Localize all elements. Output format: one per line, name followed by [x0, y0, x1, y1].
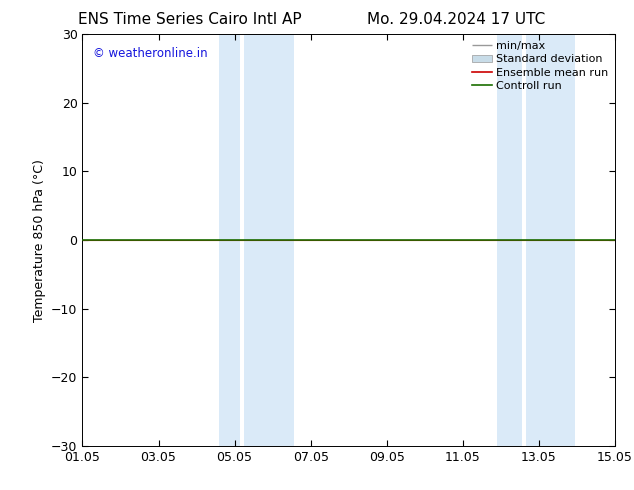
Bar: [244, 34, 294, 446]
Text: Mo. 29.04.2024 17 UTC: Mo. 29.04.2024 17 UTC: [367, 12, 546, 27]
Y-axis label: Temperature 850 hPa (°C): Temperature 850 hPa (°C): [32, 159, 46, 321]
Text: © weatheronline.in: © weatheronline.in: [93, 47, 208, 60]
Bar: [497, 34, 522, 446]
Text: ENS Time Series Cairo Intl AP: ENS Time Series Cairo Intl AP: [79, 12, 302, 27]
Legend: min/max, Standard deviation, Ensemble mean run, Controll run: min/max, Standard deviation, Ensemble me…: [467, 37, 612, 96]
Bar: [219, 34, 240, 446]
Bar: [526, 34, 575, 446]
